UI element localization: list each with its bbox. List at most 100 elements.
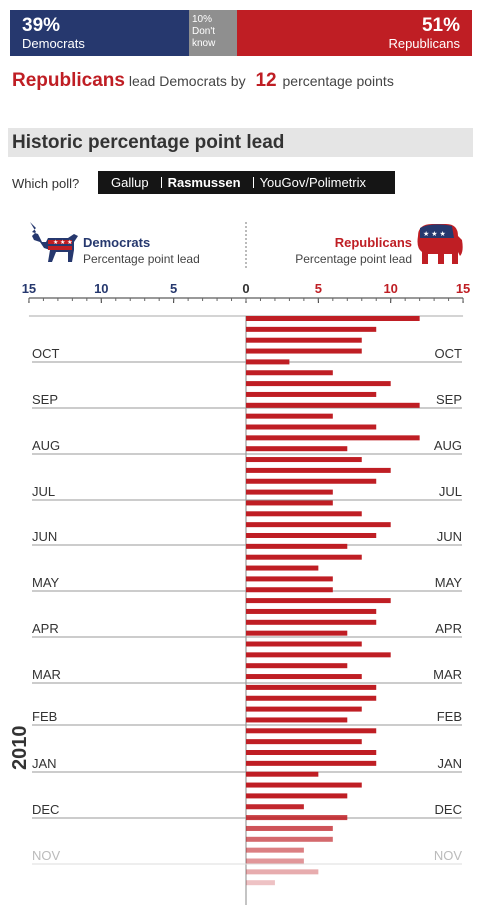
democrats-share: 39% Democrats (10, 10, 189, 56)
lead-bar (246, 522, 391, 528)
lead-bar (246, 359, 290, 365)
month-label-right: APR (435, 621, 462, 636)
month-label-right: AUG (434, 438, 462, 453)
poll-separator (252, 177, 254, 188)
dont-know-label-2: know (192, 38, 216, 49)
month-label-right: OCT (435, 346, 463, 361)
lead-bar (246, 760, 377, 766)
poll-option-yougov[interactable]: YouGov/Polimetrix (259, 175, 367, 190)
month-label-right: JUL (439, 484, 462, 499)
lead-bar (246, 543, 348, 549)
elephant-icon: ★ ★ ★ (417, 224, 463, 264)
lead-bar (246, 782, 362, 788)
lead-bar (246, 316, 420, 321)
month-label-left: APR (32, 621, 59, 636)
democrats-pct: 39% (22, 15, 61, 36)
headline: Republicans lead Democrats by 12 percent… (12, 70, 394, 92)
x-tick-label: 5 (315, 281, 322, 296)
lead-bar (246, 565, 319, 571)
lead-bar (246, 381, 391, 387)
lead-bar (246, 457, 362, 463)
month-label-right: MAY (435, 575, 463, 590)
lead-bar (246, 478, 377, 484)
lead-bar (246, 554, 362, 560)
month-label-left: FEB (32, 709, 57, 724)
lead-bar (246, 825, 333, 831)
month-label-right: MAR (433, 667, 462, 682)
lead-bar (246, 793, 348, 799)
lead-bar (246, 424, 377, 430)
lead-bar (246, 413, 333, 419)
month-label-right: JAN (437, 756, 462, 771)
lead-bar (246, 728, 377, 734)
svg-text:★ ★ ★: ★ ★ ★ (423, 230, 446, 238)
headline-party: Republicans (12, 70, 125, 91)
lead-bar (246, 608, 377, 614)
legend-democrats-subtitle: Percentage point lead (83, 252, 200, 266)
republicans-label: Republicans (388, 36, 460, 51)
month-label-left: JAN (32, 756, 57, 771)
poll-option-gallup[interactable]: Gallup (111, 175, 149, 190)
lead-bar (246, 880, 275, 886)
section-title: Historic percentage point lead (12, 132, 285, 153)
svg-text:★ ★ ★: ★ ★ ★ (53, 239, 72, 246)
republicans-pct: 51% (421, 15, 460, 36)
lead-bar (246, 674, 362, 680)
lead-bar (246, 858, 304, 864)
lead-bar (246, 869, 319, 875)
legend-republicans-title: Republicans (334, 235, 412, 250)
dont-know-share: 10% Don't know (189, 10, 237, 56)
lead-bar (246, 337, 362, 343)
x-tick-label: 10 (383, 281, 397, 296)
lead-bar (246, 467, 391, 473)
legend-democrats: Democrats Percentage point lead (83, 235, 200, 267)
legend-republicans: Republicans Percentage point lead (295, 235, 412, 267)
legend-republicans-subtitle: Percentage point lead (295, 252, 412, 266)
headline-mid: lead Democrats by (128, 73, 246, 89)
lead-bar (246, 695, 377, 701)
lead-bar (246, 684, 377, 690)
x-tick-label: 15 (456, 281, 470, 296)
legend-democrats-title: Democrats (83, 235, 151, 250)
lead-bar (246, 435, 420, 441)
lead-bar (246, 706, 362, 712)
donkey-icon: ★ ★ ★ (30, 222, 78, 262)
x-tick-label: 0 (242, 281, 249, 296)
lead-bar (246, 446, 348, 452)
headline-value: 12 (255, 70, 277, 91)
dont-know-pct: 10% (192, 14, 213, 25)
lead-bar (246, 598, 391, 604)
month-label-left: MAR (32, 667, 61, 682)
month-label-right: FEB (437, 709, 462, 724)
month-label-right: SEP (436, 392, 462, 407)
republicans-share: 51% Republicans (237, 10, 472, 56)
lead-bar (246, 576, 333, 582)
lead-bar (246, 402, 420, 408)
lead-bar (246, 815, 348, 821)
month-label-left: DEC (32, 802, 59, 817)
x-tick-label: 15 (22, 281, 36, 296)
headline-tail: percentage points (282, 73, 394, 89)
lead-bar (246, 326, 377, 332)
year-label: 2010 (9, 726, 31, 771)
lead-bar (246, 663, 348, 669)
lead-bar (246, 836, 333, 842)
poll-option-rasmussen[interactable]: Rasmussen (167, 175, 241, 190)
lead-bar (246, 348, 362, 354)
lead-bar (246, 511, 362, 517)
summary-bar: 39% Democrats 10% Don't know 51% Republi… (10, 10, 472, 56)
month-label-left: NOV (32, 848, 61, 863)
section-title-bar (8, 128, 473, 157)
lead-bar (246, 370, 333, 376)
lead-bar (246, 641, 362, 647)
lead-bar (246, 500, 333, 506)
month-label-left: JUL (32, 484, 55, 499)
poll-separator (160, 177, 162, 188)
poll-selector-label: Which poll? (12, 176, 80, 191)
month-label-right: DEC (435, 802, 462, 817)
lead-bar (246, 391, 377, 397)
month-label-left: AUG (32, 438, 60, 453)
x-tick-label: 10 (94, 281, 108, 296)
x-tick-label: 5 (170, 281, 177, 296)
